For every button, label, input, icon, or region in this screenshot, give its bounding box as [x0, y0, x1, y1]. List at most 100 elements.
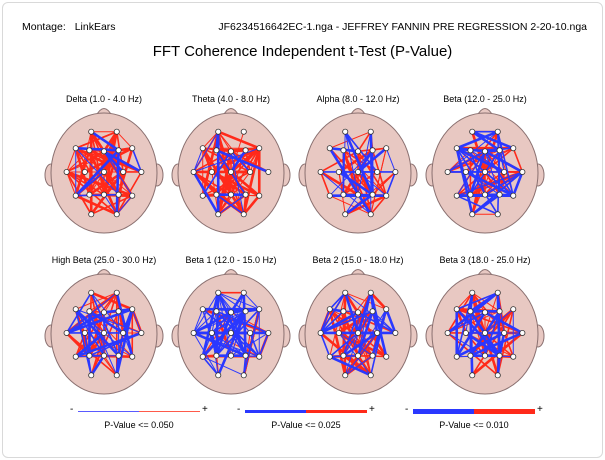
electrode-node [355, 168, 362, 175]
electrode-node [208, 329, 215, 336]
electrode-node [101, 352, 108, 359]
electrode-node [256, 145, 263, 152]
coherence-line [103, 355, 118, 376]
coherence-line [343, 193, 374, 216]
coherence-line [328, 332, 359, 358]
electrode-node [369, 308, 376, 315]
electrode-node [392, 168, 399, 175]
electrode-node [444, 329, 451, 336]
electrode-node [138, 168, 145, 175]
electrode-node [115, 191, 122, 198]
electrode-node [392, 329, 399, 336]
coherence-line [455, 130, 500, 150]
electrode-node [383, 353, 390, 360]
coherence-line [484, 308, 514, 334]
coherence-line [88, 310, 118, 376]
electrode-node [453, 145, 460, 152]
electrode-node [326, 145, 333, 152]
coherence-line [319, 310, 345, 334]
electrode-node [120, 329, 127, 336]
electrode-node [374, 168, 381, 175]
electrode-node [355, 352, 362, 359]
montage-info: Montage: LinkEars [22, 21, 116, 33]
electrode-node [86, 352, 93, 359]
coherence-line [230, 150, 245, 215]
electrode-node [326, 353, 333, 360]
electrode-node [113, 289, 120, 296]
electrode-node [317, 168, 324, 175]
band-title-beta2: Beta 2 (15.0 - 18.0 Hz) [312, 255, 404, 265]
coherence-line [455, 146, 474, 216]
electrode-node [115, 352, 122, 359]
coherence-line [499, 149, 505, 173]
electrode-node [88, 128, 95, 135]
coherence-line [469, 291, 500, 313]
coherence-line [75, 355, 120, 358]
electrode-node [215, 128, 222, 135]
coherence-line [90, 291, 105, 357]
legend-plus: + [202, 404, 208, 415]
electrode-node [81, 329, 88, 336]
electrode-node [199, 306, 206, 313]
electrode-node [215, 211, 222, 218]
electrode-node [469, 289, 476, 296]
electrode-node [510, 306, 517, 313]
electrode-node [383, 306, 390, 313]
electrode-node [113, 211, 120, 218]
electrode-node [129, 145, 136, 152]
electrode-node [190, 329, 197, 336]
electrode-node [72, 145, 79, 152]
electrode-node [256, 192, 263, 199]
coherence-line [192, 170, 220, 216]
electrode-node [215, 289, 222, 296]
legend-bar-red [306, 410, 367, 413]
coherence-line [215, 193, 245, 216]
coherence-line [258, 332, 270, 358]
coherence-line [201, 171, 251, 197]
coherence-line [512, 147, 524, 173]
electrode-node [317, 329, 324, 336]
head-map-alpha [298, 108, 418, 234]
coherence-line [65, 311, 106, 335]
electrode-node [494, 289, 501, 296]
electrode-node [462, 168, 469, 175]
coherence-line [344, 332, 378, 376]
electrode-node [88, 211, 95, 218]
coherence-line [193, 147, 260, 173]
electrode-node [88, 372, 95, 379]
legend-bar-red [474, 409, 535, 414]
coherence-line [244, 149, 251, 173]
coherence-line [88, 332, 143, 357]
electrode-node [190, 168, 197, 175]
head-map-beta1 [171, 269, 291, 395]
head-map-beta2 [298, 269, 418, 395]
electrode-node [208, 168, 215, 175]
coherence-line [357, 130, 372, 153]
file-title: JF6234516642EC-1.nga - JEFFREY FANNIN PR… [218, 21, 587, 33]
coherence-line [484, 171, 524, 196]
legend-minus: - [405, 404, 409, 415]
coherence-line [115, 148, 120, 216]
electrode-node [496, 191, 503, 198]
coherence-line [66, 147, 77, 173]
coherence-line [344, 355, 374, 376]
electrode-node [113, 372, 120, 379]
electrode-node [101, 191, 108, 198]
electrode-node [367, 128, 374, 135]
electrode-node [213, 308, 220, 315]
electrode-node [369, 147, 376, 154]
head-map-beta3 [425, 269, 545, 395]
coherence-line [115, 307, 134, 377]
electrode-node [86, 191, 93, 198]
electrode-node [228, 309, 235, 316]
coherence-line [469, 147, 514, 151]
coherence-line [342, 131, 346, 196]
coherence-line [357, 332, 372, 376]
coherence-line [484, 150, 505, 173]
electrode-node [129, 192, 136, 199]
electrode-node [496, 147, 503, 154]
coherence-line [193, 308, 204, 334]
electrode-node [72, 353, 79, 360]
electrode-node [335, 329, 342, 336]
coherence-line [249, 332, 261, 358]
